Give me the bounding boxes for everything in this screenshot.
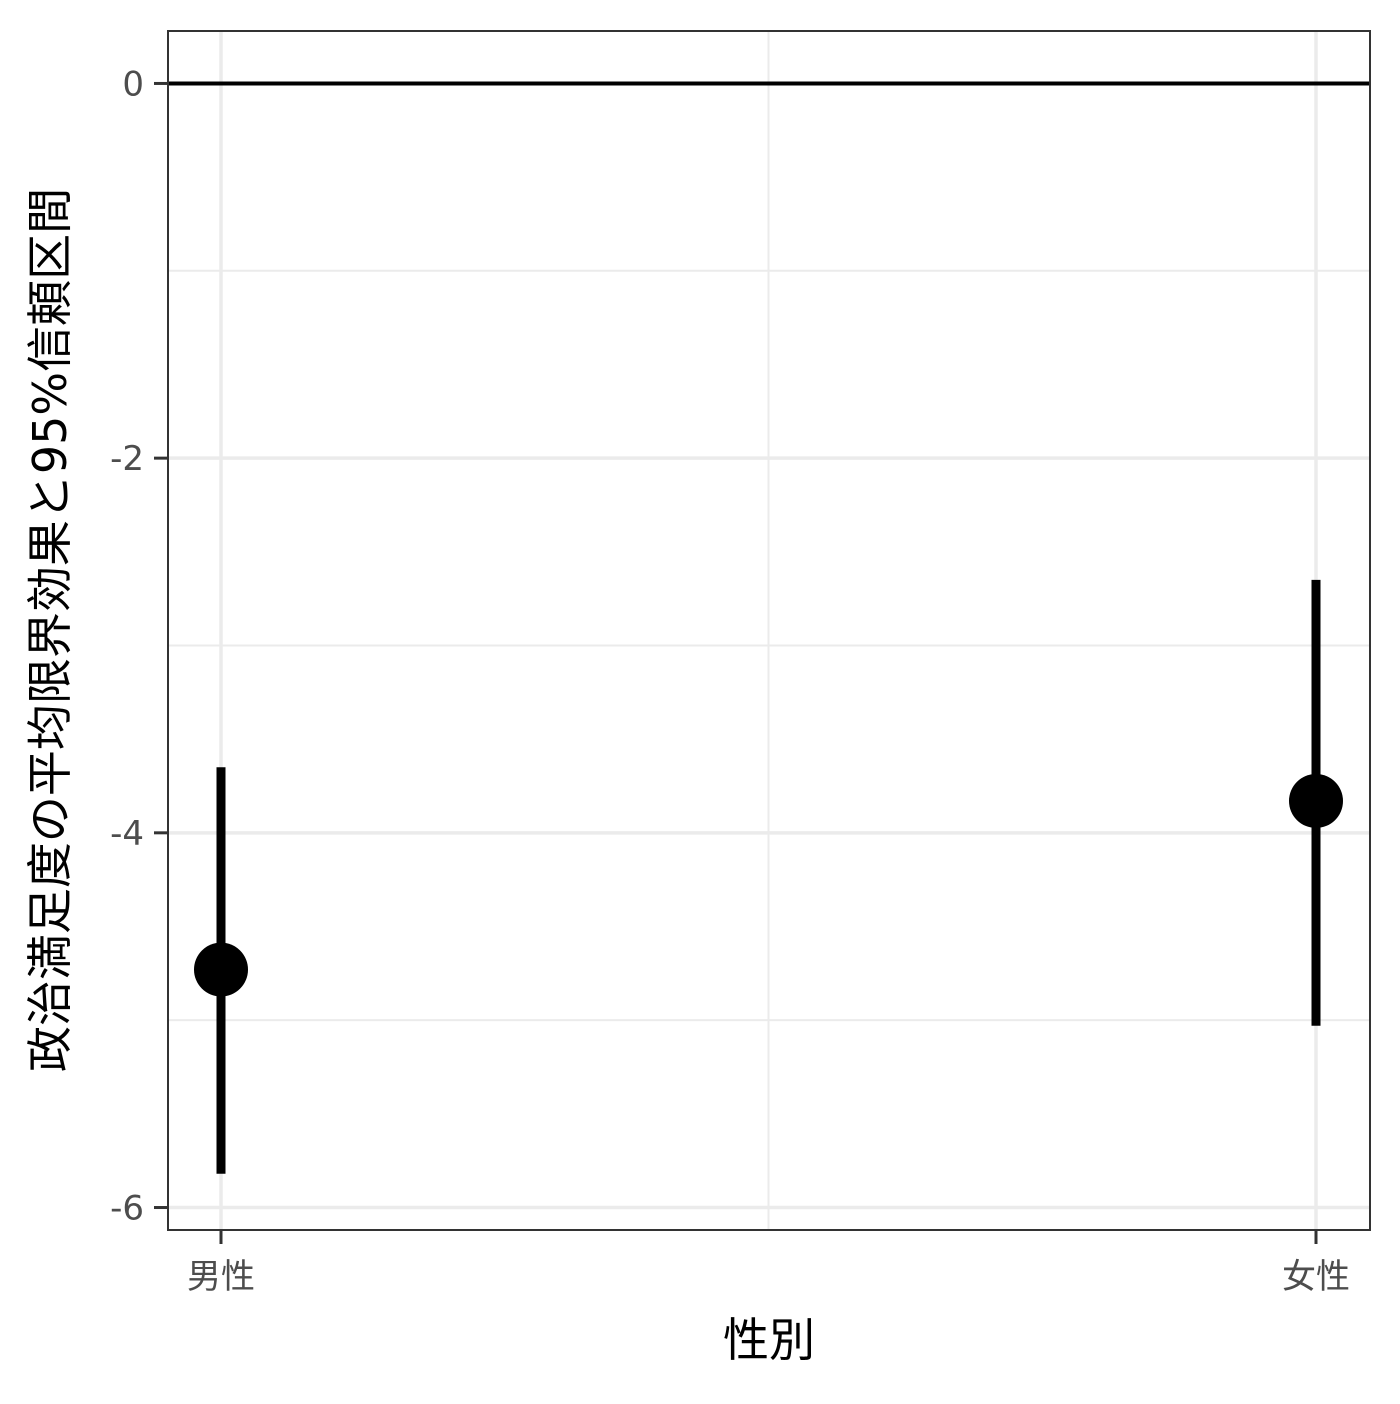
y-axis-title: 政治満足度の平均限界効果と95%信頼区間 (23, 188, 77, 1072)
x-axis-title: 性別 (723, 1313, 815, 1367)
panel-border (167, 30, 1371, 1231)
y-tick-label: -4 (110, 814, 144, 854)
x-tick-label: 女性 (1282, 1257, 1350, 1297)
data-layer (194, 579, 1343, 1174)
x-tick-label: 男性 (187, 1257, 255, 1297)
y-tick-label: -2 (110, 439, 144, 479)
axis-layer: 0 -2 -4 -6 男性 女性 (110, 64, 1350, 1297)
y-tick-label: -6 (110, 1189, 144, 1229)
point-estimate-0 (194, 942, 248, 997)
y-tick-label: 0 (122, 64, 144, 104)
point-estimate-1 (1289, 773, 1343, 828)
